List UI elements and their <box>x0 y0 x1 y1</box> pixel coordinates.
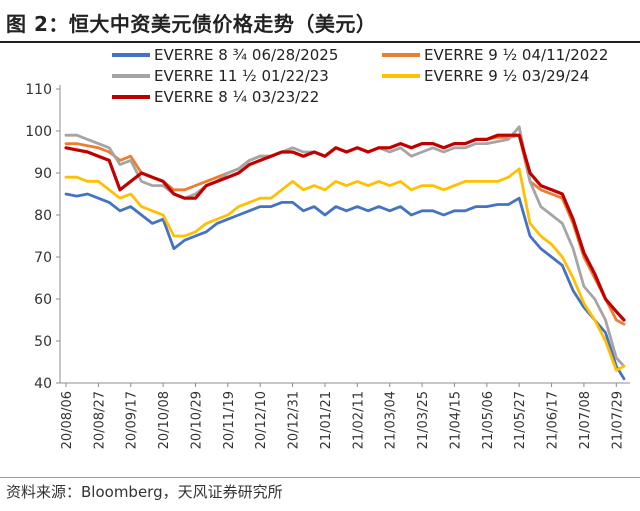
series-line-1 <box>64 192 626 381</box>
source-divider <box>0 477 640 478</box>
x-tick-label: 20/12/31 <box>287 391 302 449</box>
title-divider <box>0 41 640 43</box>
y-tick-label: 50 <box>34 334 52 350</box>
line-chart: EVERRE 8 ¾ 06/28/2025 EVERRE 9 ½ 04/11/20… <box>25 46 630 449</box>
x-tick-label: 20/10/29 <box>189 391 204 449</box>
y-tick-label: 100 <box>25 124 52 140</box>
legend-label-2: EVERRE 9 ½ 04/11/2022 <box>424 46 608 64</box>
y-tick-label: 90 <box>34 166 52 182</box>
series-line-5 <box>64 133 626 322</box>
x-tick-label: 20/09/17 <box>125 391 140 449</box>
legend: EVERRE 8 ¾ 06/28/2025 EVERRE 9 ½ 04/11/20… <box>112 46 608 106</box>
y-tick-label: 60 <box>34 292 52 308</box>
legend-label-4: EVERRE 9 ½ 03/29/24 <box>424 67 589 85</box>
x-tick-label: 21/07/08 <box>578 391 593 449</box>
series-line-2 <box>64 133 626 326</box>
y-tick-label: 70 <box>34 250 52 266</box>
x-tick-label: 20/08/27 <box>92 391 107 449</box>
legend-label-5: EVERRE 8 ¼ 03/23/22 <box>154 88 319 106</box>
chart-area: EVERRE 8 ¾ 06/28/2025 EVERRE 9 ½ 04/11/20… <box>0 43 640 477</box>
x-tick-label: 21/02/11 <box>351 391 366 449</box>
x-tick-label: 20/10/08 <box>157 391 172 449</box>
x-tick-label: 21/04/15 <box>448 391 463 449</box>
legend-label-1: EVERRE 8 ¾ 06/28/2025 <box>154 46 338 64</box>
x-tick-label: 21/06/17 <box>546 391 561 449</box>
page-title: 图 2：恒大中资美元债价格走势（美元） <box>6 12 377 36</box>
legend-label-3: EVERRE 11 ½ 01/22/23 <box>154 67 329 85</box>
y-tick-label: 110 <box>25 82 52 98</box>
x-tick-label: 21/07/29 <box>610 391 625 449</box>
x-tick-label: 21/01/21 <box>319 391 334 449</box>
x-tick-label: 21/03/25 <box>416 391 431 449</box>
source-note: 资料来源：Bloomberg，天风证券研究所 <box>6 483 283 501</box>
x-tick-label: 20/08/06 <box>60 391 75 449</box>
series-lines <box>64 125 626 381</box>
x-tick-label: 21/03/04 <box>384 391 399 449</box>
series-line-4 <box>64 167 626 372</box>
y-tick-label: 80 <box>34 208 52 224</box>
x-tick-label: 20/12/10 <box>254 391 269 449</box>
y-tick-label: 40 <box>34 376 52 392</box>
x-tick-label: 21/05/06 <box>481 391 496 449</box>
axes: 40 50 60 70 80 90 100 110 20/08/06 20/08/27 20/09/… <box>25 82 630 449</box>
x-tick-label: 21/05/27 <box>513 391 528 449</box>
x-tick-label: 20/11/19 <box>222 391 237 449</box>
